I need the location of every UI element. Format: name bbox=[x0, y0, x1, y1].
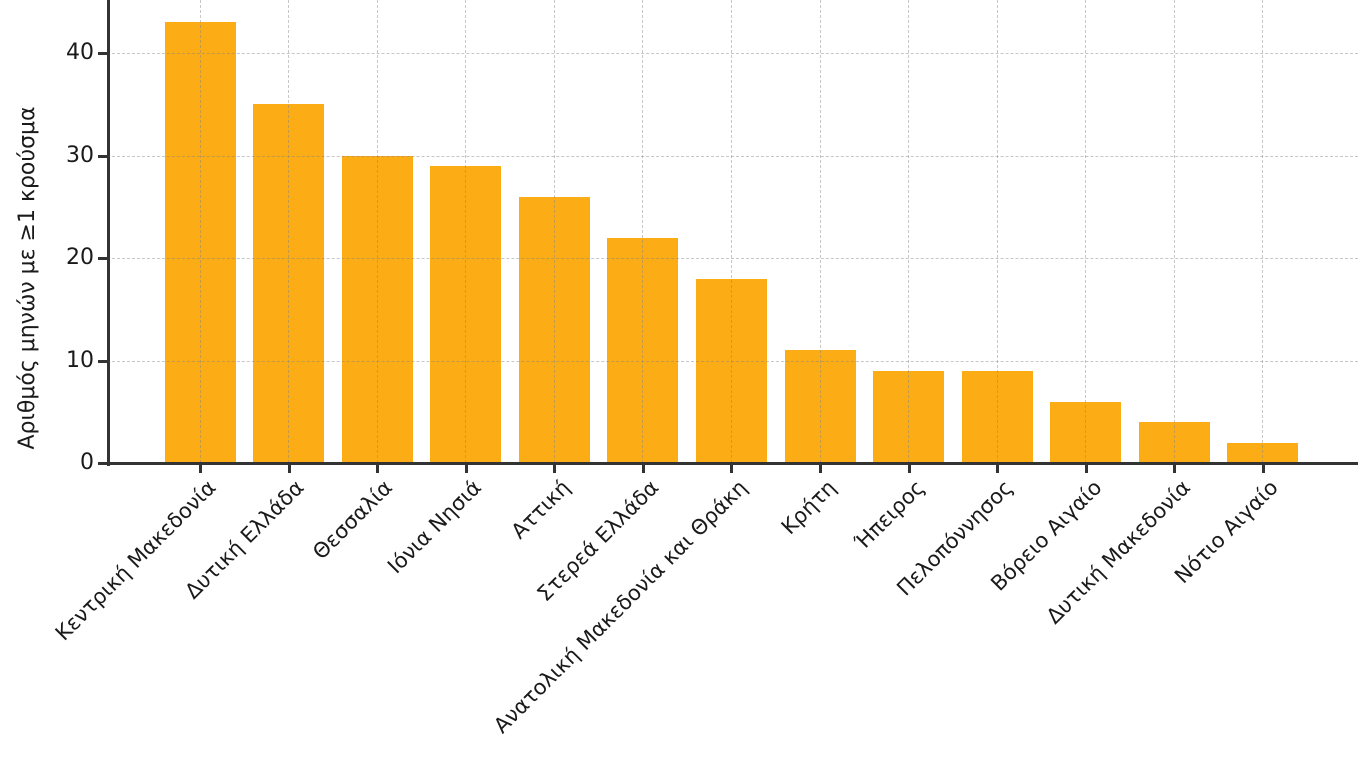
bar bbox=[164, 22, 236, 463]
bar bbox=[430, 165, 502, 463]
vertical-gridline bbox=[996, 0, 998, 463]
x-tick-label: Κεντρική Μακεδονία bbox=[50, 475, 221, 646]
y-tick-label: 0 bbox=[80, 450, 94, 475]
bar bbox=[695, 278, 767, 463]
x-tick-mark bbox=[1084, 465, 1088, 473]
x-tick-mark bbox=[1173, 465, 1177, 473]
x-tick-mark bbox=[199, 465, 202, 473]
x-tick-label: Ήπειρος bbox=[849, 475, 929, 555]
vertical-gridline bbox=[819, 0, 821, 463]
x-tick-mark bbox=[553, 465, 557, 473]
x-tick-mark bbox=[464, 465, 468, 473]
bar bbox=[607, 237, 679, 463]
y-tick-mark bbox=[98, 462, 107, 465]
x-tick-mark bbox=[996, 465, 1000, 473]
vertical-gridline bbox=[1173, 0, 1175, 463]
vertical-gridline bbox=[553, 0, 555, 463]
y-tick-label: 10 bbox=[66, 347, 94, 373]
vertical-gridline bbox=[376, 0, 378, 463]
vertical-gridline bbox=[1262, 0, 1264, 463]
y-tick-label: 40 bbox=[66, 40, 94, 65]
x-tick-label: Θεσσαλία bbox=[308, 475, 398, 565]
bar bbox=[1227, 442, 1299, 463]
vertical-gridline bbox=[465, 0, 467, 463]
x-tick-mark bbox=[376, 465, 380, 473]
bar bbox=[341, 155, 413, 463]
vertical-gridline bbox=[288, 0, 290, 463]
x-tick-mark bbox=[819, 465, 823, 473]
y-axis-spine bbox=[107, 0, 110, 466]
horizontal-gridline bbox=[107, 155, 1358, 157]
vertical-gridline bbox=[730, 0, 732, 463]
x-tick-mark bbox=[641, 465, 645, 473]
y-tick-mark bbox=[98, 359, 107, 363]
vertical-gridline bbox=[908, 0, 910, 463]
x-tick-mark bbox=[287, 465, 291, 473]
y-tick-mark bbox=[98, 257, 107, 260]
x-tick-label: Αττική bbox=[506, 475, 575, 544]
horizontal-gridline bbox=[107, 258, 1358, 259]
bar bbox=[518, 196, 590, 463]
x-tick-label: Κρήτη bbox=[776, 475, 841, 540]
x-tick-label: Ιόνια Νησιά bbox=[382, 475, 487, 579]
x-tick-mark bbox=[1261, 465, 1265, 473]
y-tick-mark bbox=[98, 154, 107, 158]
bar bbox=[1050, 401, 1122, 463]
bar bbox=[873, 370, 945, 463]
vertical-gridline bbox=[1085, 0, 1087, 463]
y-tick-mark bbox=[98, 52, 107, 55]
x-axis-spine bbox=[107, 462, 1358, 465]
y-tick-label: 30 bbox=[66, 142, 94, 168]
horizontal-gridline bbox=[107, 53, 1358, 54]
vertical-gridline bbox=[199, 0, 201, 463]
x-tick-mark bbox=[730, 465, 734, 473]
bar bbox=[961, 370, 1033, 463]
bar bbox=[784, 350, 856, 463]
y-axis-title: Αριθμός μηνών με ≥1 κρούσμα bbox=[15, 106, 40, 450]
vertical-gridline bbox=[642, 0, 644, 463]
horizontal-gridline bbox=[107, 360, 1358, 362]
bar bbox=[1138, 422, 1210, 463]
x-tick-mark bbox=[907, 465, 911, 473]
y-tick-label: 20 bbox=[66, 245, 94, 270]
bar bbox=[253, 104, 325, 463]
